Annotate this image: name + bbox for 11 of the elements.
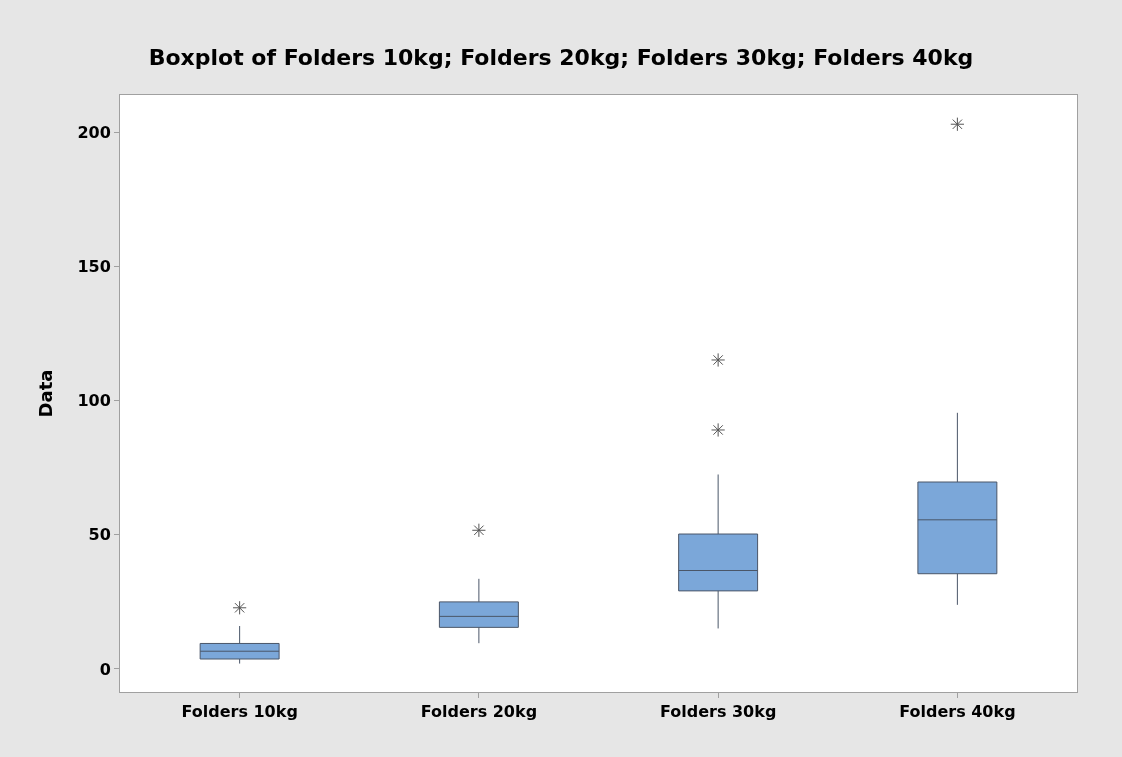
- y-tick-label: 0: [99, 659, 111, 679]
- x-tick-label: Folders 20kg: [420, 702, 538, 722]
- y-axis-title: Data: [34, 369, 56, 418]
- y-tick-label: 100: [77, 391, 111, 411]
- x-tick-label: Folders 40kg: [899, 702, 1016, 722]
- x-tick-label: Folders 10kg: [181, 702, 298, 722]
- chart-title: Boxplot of Folders 10kg; Folders 20kg; Folders 30kg; Folders 40kg: [148, 44, 974, 70]
- y-tick-label: 50: [88, 525, 111, 545]
- x-tick-label: Folders 30kg: [659, 702, 777, 722]
- y-tick-label: 150: [77, 257, 111, 277]
- y-tick-label: 200: [77, 123, 111, 143]
